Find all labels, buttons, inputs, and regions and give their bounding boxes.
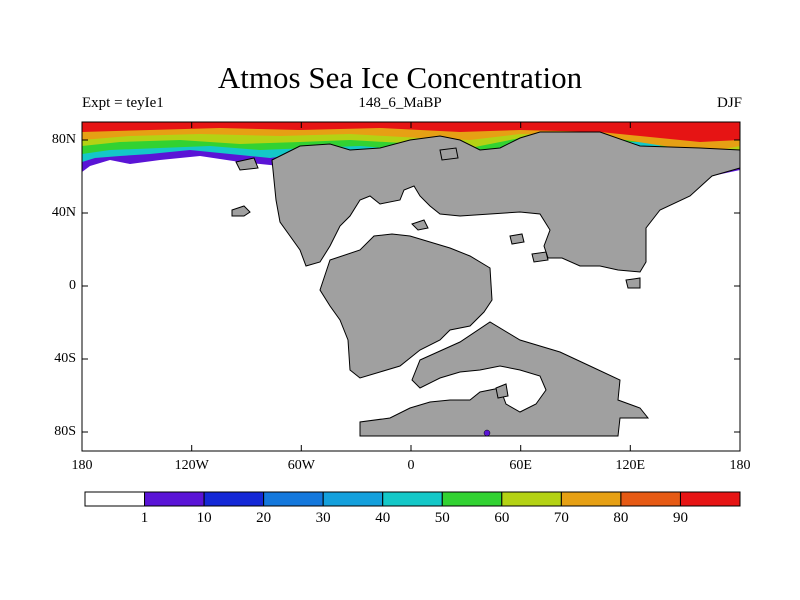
island-4 (531, 251, 549, 263)
season-label: DJF (716, 95, 742, 111)
colorbar-label: 10 (196, 510, 212, 526)
axis-ticks (81, 122, 741, 451)
island-8 (439, 147, 459, 161)
x-tick-label: 120W (174, 458, 209, 473)
colorbar-label: 30 (315, 510, 331, 526)
island-2 (411, 219, 429, 231)
y-tick-label: 80N (51, 132, 76, 147)
island-5 (625, 277, 641, 289)
colorbar-label: 80 (613, 510, 629, 526)
island-3 (509, 233, 525, 245)
map-plot-area (82, 122, 740, 437)
colorbar-swatch (620, 491, 681, 507)
island-6 (495, 383, 509, 399)
y-tick-label: 0 (69, 278, 76, 293)
experiment-label: Expt = teyIe1 (82, 95, 164, 111)
x-tick-label: 180 (71, 458, 93, 473)
colorbar-swatch (322, 491, 384, 507)
colorbar-swatch (203, 491, 265, 507)
colorbar-swatch (560, 491, 622, 507)
colorbar-label: 90 (672, 510, 688, 526)
colorbar-label: 70 (553, 510, 569, 526)
colorbar-label: 60 (494, 510, 510, 526)
x-tick-label: 60W (287, 458, 315, 473)
colorbar-label: 20 (256, 510, 272, 526)
colorbar (84, 491, 741, 507)
ice-band-red (82, 122, 740, 142)
isolated-ice-point (483, 429, 491, 437)
colorbar-swatch (144, 491, 205, 507)
x-tick-label: 0 (407, 458, 415, 473)
laurasia-landmass (271, 131, 740, 273)
colorbar-label: 40 (375, 510, 391, 526)
x-tick-label: 180 (729, 458, 751, 473)
colorbar-swatch (679, 491, 741, 507)
antarctic-landmass (359, 321, 650, 437)
gondwana-landmass (319, 233, 493, 379)
colorbar-label: 1 (140, 510, 149, 526)
period-label: 148_6_MaBP (358, 95, 442, 111)
y-tick-label: 40S (54, 351, 76, 366)
y-tick-label: 80S (54, 424, 76, 439)
y-tick-label: 40N (51, 205, 76, 220)
colorbar-swatch (263, 491, 324, 507)
colorbar-swatch (382, 491, 443, 507)
landmasses (231, 131, 740, 437)
colorbar-swatch (501, 491, 562, 507)
island-7 (235, 157, 259, 171)
colorbar-swatch (84, 491, 146, 507)
colorbar-label: 50 (434, 510, 450, 526)
map-title: Atmos Sea Ice Concentration (217, 60, 583, 95)
x-tick-label: 120E (615, 458, 646, 473)
x-tick-label: 60E (509, 458, 532, 473)
island-1 (231, 205, 251, 217)
colorbar-swatch (441, 491, 503, 507)
